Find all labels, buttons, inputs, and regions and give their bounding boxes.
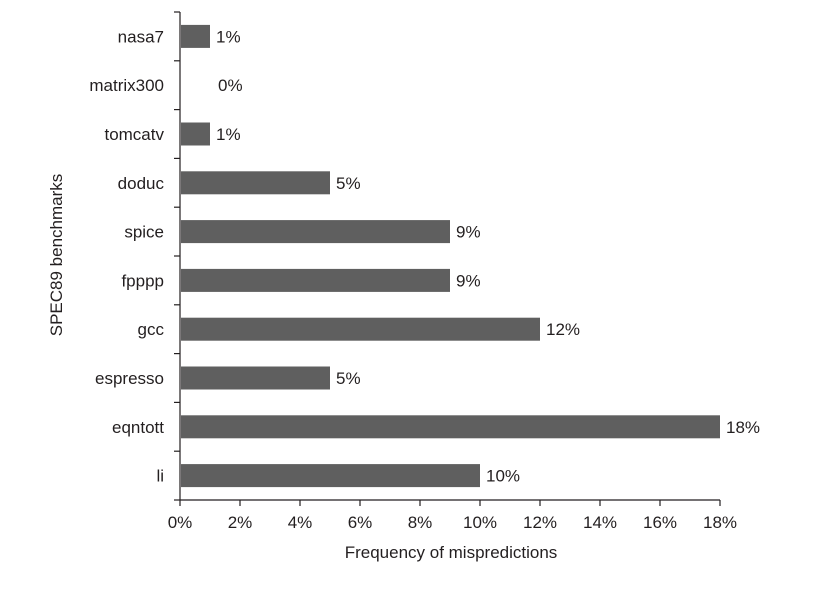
category-label-eqntott: eqntott: [112, 418, 164, 437]
bar-doduc: [181, 171, 330, 195]
bar-spice: [181, 220, 450, 244]
data-label-espresso: 5%: [336, 369, 361, 388]
data-label-tomcatv: 1%: [216, 125, 241, 144]
data-label-fpppp: 9%: [456, 271, 481, 290]
category-label-espresso: espresso: [95, 369, 164, 388]
category-label-spice: spice: [124, 223, 164, 242]
x-tick-label: 16%: [643, 513, 677, 532]
x-tick-label: 14%: [583, 513, 617, 532]
category-label-li: li: [156, 467, 164, 486]
x-tick-label: 12%: [523, 513, 557, 532]
x-tick-label: 6%: [348, 513, 373, 532]
data-label-matrix300: 0%: [218, 76, 243, 95]
bar-gcc: [181, 317, 540, 341]
category-label-fpppp: fpppp: [121, 271, 164, 290]
data-label-spice: 9%: [456, 223, 481, 242]
x-tick-label: 2%: [228, 513, 253, 532]
x-tick-label: 0%: [168, 513, 193, 532]
bar-espresso: [181, 366, 330, 390]
data-label-gcc: 12%: [546, 320, 580, 339]
x-axis-title: Frequency of mispredictions: [345, 543, 558, 562]
y-axis-title: SPEC89 benchmarks: [47, 174, 66, 337]
bar-nasa7: [181, 24, 210, 48]
category-label-tomcatv: tomcatv: [104, 125, 164, 144]
bars-layer: [181, 24, 720, 488]
x-tick-label: 4%: [288, 513, 313, 532]
category-label-gcc: gcc: [138, 320, 165, 339]
x-tick-label: 18%: [703, 513, 737, 532]
category-label-doduc: doduc: [118, 174, 165, 193]
data-label-li: 10%: [486, 467, 520, 486]
bar-tomcatv: [181, 122, 210, 146]
data-label-nasa7: 1%: [216, 27, 241, 46]
category-label-nasa7: nasa7: [118, 27, 164, 46]
x-tick-label: 10%: [463, 513, 497, 532]
axes-layer: [174, 11, 721, 506]
bar-eqntott: [181, 415, 720, 439]
bar-li: [181, 464, 480, 488]
labels-layer: nasa7 1% matrix300 0% tomcatv 1% doduc 5% spice 9…: [89, 27, 760, 532]
category-label-matrix300: matrix300: [89, 76, 164, 95]
data-label-eqntott: 18%: [726, 418, 760, 437]
data-label-doduc: 5%: [336, 174, 361, 193]
bar-fpppp: [181, 268, 450, 292]
x-tick-label: 8%: [408, 513, 433, 532]
